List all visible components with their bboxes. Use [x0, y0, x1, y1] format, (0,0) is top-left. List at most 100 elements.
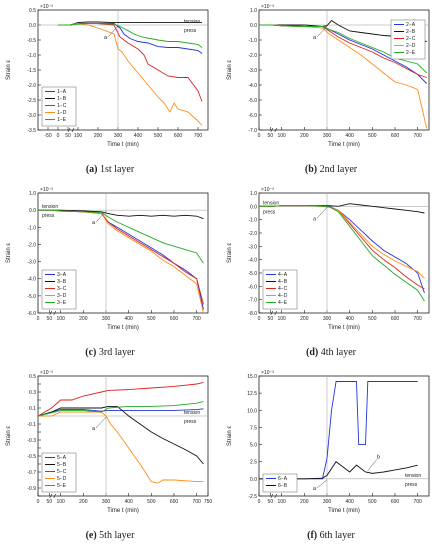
legend-label: 3−E	[57, 300, 67, 306]
legend-label: 5−D	[57, 476, 67, 482]
x-axis-label: Time t (min)	[107, 142, 139, 148]
x-tick-label: 50	[268, 316, 274, 322]
axis-break-mark	[67, 127, 71, 133]
chart-svg-c: 1.0 0.0 -1.0 -2.0 -3.0 -4.0 -5.0 -6.00 50 100 200 3…	[6, 187, 209, 331]
series-line	[259, 203, 425, 214]
legend-label: 5−E	[57, 483, 67, 489]
x-tick-label: 400	[124, 499, 133, 505]
legend-label: 5−B	[57, 462, 67, 468]
y-axis-exponent: ×10⁻³	[261, 370, 274, 376]
y-tick-label: 0.0	[29, 23, 36, 29]
series-line	[37, 405, 204, 465]
y-tick-label: -0.9	[27, 486, 36, 492]
y-tick-label: -5.0	[248, 271, 257, 277]
caption-letter: (e)	[85, 530, 97, 541]
caption-letter: (a)	[85, 164, 98, 175]
y-tick-label: -2.0	[248, 231, 257, 237]
y-tick-label: -2.0	[27, 83, 36, 89]
legend-label: 6−B	[278, 483, 288, 489]
legend-label: 1−C	[57, 103, 67, 109]
press-label: press	[184, 419, 197, 425]
axis-break-mark	[53, 493, 57, 499]
series-line	[58, 23, 203, 126]
x-tick-label: 400	[134, 133, 143, 139]
y-axis-exponent: ×10⁻³	[40, 187, 53, 193]
y-tick-label: -3.0	[27, 260, 36, 266]
y-tick-label: -0.5	[27, 454, 36, 460]
y-tick-label: -6.0	[248, 113, 257, 119]
x-tick-label: 50	[268, 499, 274, 505]
x-tick-label: 200	[79, 499, 88, 505]
annotation-a: a	[104, 35, 108, 41]
x-tick-label: 600	[391, 316, 400, 322]
y-tick-label: 15.0	[247, 374, 257, 380]
y-tick-label: 0.5	[29, 8, 36, 14]
series-line	[37, 401, 204, 417]
y-axis-exponent: ×10⁻³	[261, 4, 274, 10]
axis-break-mark	[49, 493, 53, 499]
legend-label: 1−E	[57, 117, 67, 123]
y-tick-label: 0.0	[29, 208, 36, 214]
annotation-a-arrow	[316, 207, 328, 219]
x-tick-label: 200	[300, 499, 309, 505]
caption-text: 3rd layer	[98, 347, 135, 358]
y-tick-label: -4.0	[248, 258, 257, 264]
series-line	[38, 209, 204, 264]
x-tick-label: 600	[170, 499, 179, 505]
legend-label: 4−B	[278, 279, 288, 285]
axis-break-mark	[53, 310, 57, 316]
y-tick-label: -0.7	[27, 470, 36, 476]
series-line	[58, 23, 203, 102]
chart-svg-e: 0.5 0.3 0.1 -0.1 -0.3 -0.5 -0.7 -0.9 0 50 100 200 30…	[6, 370, 212, 514]
x-tick-label: 600	[170, 316, 179, 322]
plot-frame	[37, 375, 209, 497]
tension-label: tension	[184, 19, 200, 25]
legend-label: 1−D	[57, 110, 67, 116]
legend-label: 6−A	[278, 476, 288, 482]
legend-label: 5−C	[57, 469, 67, 475]
y-tick-label: 12.5	[247, 391, 257, 397]
x-tick-label: 100	[277, 499, 286, 505]
x-tick-label: 0	[37, 316, 40, 322]
y-axis-label: Strain ε	[6, 426, 12, 446]
y-tick-label: -7.0	[248, 128, 257, 134]
x-tick-label: 500	[147, 499, 156, 505]
x-tick-label: 200	[300, 316, 309, 322]
x-tick-label: 50	[268, 133, 274, 139]
chart-caption-f: (f) 6th layer	[221, 530, 441, 541]
x-tick-label: 50	[65, 133, 71, 139]
x-tick-label: 200	[79, 316, 88, 322]
series-line	[38, 411, 204, 484]
y-tick-label: 0.5	[29, 374, 36, 380]
x-tick-label: 0	[258, 133, 261, 139]
axis-break-mark	[274, 493, 278, 499]
caption-text: 5th layer	[99, 530, 135, 541]
annotation-b-arrow	[367, 459, 378, 471]
x-tick-label: 0	[57, 133, 60, 139]
legend-label: 2−E	[406, 50, 416, 56]
y-tick-label: 7.5	[250, 425, 257, 431]
series-line	[259, 205, 425, 302]
y-tick-label: -3.0	[248, 68, 257, 74]
legend-label: 2−A	[406, 22, 416, 28]
y-tick-label: 0.0	[250, 204, 257, 210]
legend-label: 3−B	[57, 279, 67, 285]
axis-break-mark	[274, 127, 278, 133]
legend-label: 3−A	[57, 272, 67, 278]
annotation-a: a	[92, 220, 96, 226]
axis-break-mark	[71, 127, 75, 133]
x-tick-label: 500	[368, 499, 377, 505]
axis-break-mark	[270, 310, 274, 316]
y-tick-label: -1.0	[248, 38, 257, 44]
tension-label: tension	[184, 410, 200, 416]
y-tick-label: -0.3	[27, 438, 36, 444]
x-tick-label: 300	[323, 133, 332, 139]
y-tick-label: -2.5	[27, 98, 36, 104]
y-tick-label: -0.1	[27, 422, 36, 428]
annotation-b: b	[377, 454, 380, 460]
y-tick-label: -5.0	[248, 98, 257, 104]
x-tick-label: 700	[413, 499, 422, 505]
x-axis-label: Time t (min)	[328, 325, 360, 331]
press-label: press	[263, 209, 276, 215]
legend-label: 4−E	[278, 300, 288, 306]
